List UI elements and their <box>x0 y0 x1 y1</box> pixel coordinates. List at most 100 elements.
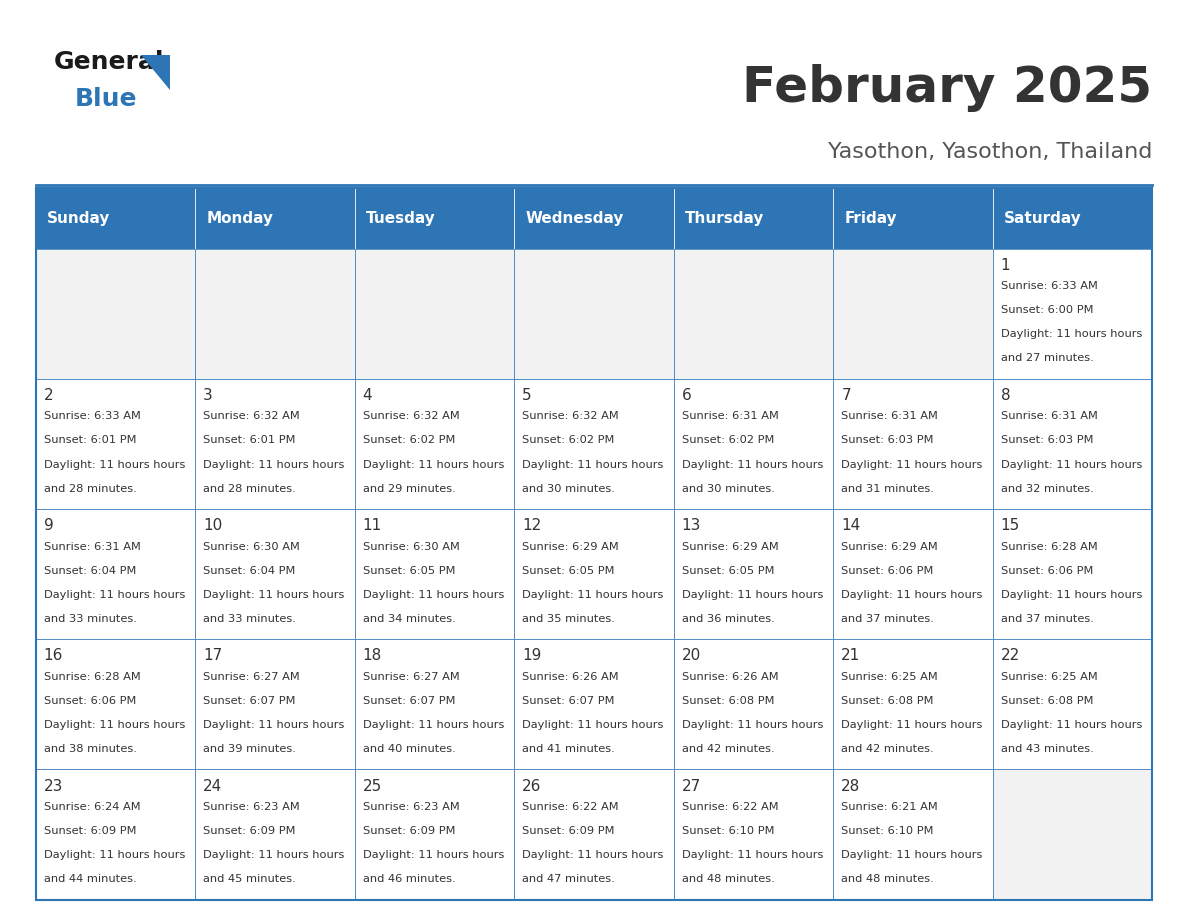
Text: Sunset: 6:07 PM: Sunset: 6:07 PM <box>203 696 296 706</box>
Text: and 36 minutes.: and 36 minutes. <box>682 614 775 624</box>
Text: Daylight: 11 hours hours: Daylight: 11 hours hours <box>682 720 823 730</box>
Bar <box>195 379 355 509</box>
Text: and 37 minutes.: and 37 minutes. <box>841 614 934 624</box>
Text: Sunrise: 6:24 AM: Sunrise: 6:24 AM <box>44 802 140 812</box>
Text: Sunset: 6:01 PM: Sunset: 6:01 PM <box>44 435 137 445</box>
Text: and 42 minutes.: and 42 minutes. <box>682 744 775 754</box>
Bar <box>514 379 674 509</box>
Text: Daylight: 11 hours hours: Daylight: 11 hours hours <box>523 720 664 730</box>
Text: Sunset: 6:05 PM: Sunset: 6:05 PM <box>682 565 775 576</box>
Text: Daylight: 11 hours hours: Daylight: 11 hours hours <box>841 720 982 730</box>
Bar <box>355 769 514 900</box>
Text: and 35 minutes.: and 35 minutes. <box>523 614 615 624</box>
Text: Sunrise: 6:32 AM: Sunrise: 6:32 AM <box>203 411 299 421</box>
Bar <box>993 639 1152 769</box>
Text: Daylight: 11 hours hours: Daylight: 11 hours hours <box>203 589 345 599</box>
Text: Sunrise: 6:29 AM: Sunrise: 6:29 AM <box>682 542 778 552</box>
Bar <box>514 509 674 639</box>
Text: 6: 6 <box>682 388 691 403</box>
Bar <box>993 769 1152 900</box>
Text: Daylight: 11 hours hours: Daylight: 11 hours hours <box>1000 330 1142 340</box>
Text: Sunset: 6:09 PM: Sunset: 6:09 PM <box>523 826 614 836</box>
Text: and 33 minutes.: and 33 minutes. <box>44 614 137 624</box>
Bar <box>36 379 195 509</box>
Text: 24: 24 <box>203 778 222 793</box>
Text: and 32 minutes.: and 32 minutes. <box>1000 484 1094 494</box>
Text: Sunset: 6:06 PM: Sunset: 6:06 PM <box>1000 565 1093 576</box>
Text: and 34 minutes.: and 34 minutes. <box>362 614 455 624</box>
Text: 7: 7 <box>841 388 851 403</box>
Text: and 37 minutes.: and 37 minutes. <box>1000 614 1094 624</box>
Bar <box>674 188 833 249</box>
Bar <box>833 188 993 249</box>
Text: Sunset: 6:05 PM: Sunset: 6:05 PM <box>523 565 614 576</box>
Text: Sunrise: 6:26 AM: Sunrise: 6:26 AM <box>682 672 778 682</box>
Bar <box>355 379 514 509</box>
Text: Daylight: 11 hours hours: Daylight: 11 hours hours <box>523 460 664 470</box>
Text: Daylight: 11 hours hours: Daylight: 11 hours hours <box>362 850 504 860</box>
Text: Sunrise: 6:28 AM: Sunrise: 6:28 AM <box>1000 542 1098 552</box>
Text: 15: 15 <box>1000 518 1020 533</box>
Text: Friday: Friday <box>845 211 897 226</box>
Text: Sunrise: 6:27 AM: Sunrise: 6:27 AM <box>203 672 299 682</box>
Text: Sunrise: 6:31 AM: Sunrise: 6:31 AM <box>44 542 140 552</box>
Text: Blue: Blue <box>75 87 138 111</box>
Text: 22: 22 <box>1000 648 1020 664</box>
Bar <box>195 249 355 379</box>
Text: Daylight: 11 hours hours: Daylight: 11 hours hours <box>44 460 185 470</box>
Text: Sunset: 6:03 PM: Sunset: 6:03 PM <box>841 435 934 445</box>
Text: Sunset: 6:10 PM: Sunset: 6:10 PM <box>841 826 934 836</box>
Text: 21: 21 <box>841 648 860 664</box>
Text: Sunset: 6:09 PM: Sunset: 6:09 PM <box>203 826 296 836</box>
Text: Daylight: 11 hours hours: Daylight: 11 hours hours <box>203 850 345 860</box>
Text: Sunrise: 6:33 AM: Sunrise: 6:33 AM <box>44 411 140 421</box>
Bar <box>36 249 195 379</box>
Text: 27: 27 <box>682 778 701 793</box>
Text: 13: 13 <box>682 518 701 533</box>
Text: and 28 minutes.: and 28 minutes. <box>203 484 296 494</box>
Text: 25: 25 <box>362 778 381 793</box>
Bar <box>355 639 514 769</box>
Text: Sunset: 6:02 PM: Sunset: 6:02 PM <box>523 435 614 445</box>
Text: Sunset: 6:05 PM: Sunset: 6:05 PM <box>362 565 455 576</box>
Bar <box>674 639 833 769</box>
Text: 2: 2 <box>44 388 53 403</box>
Text: Daylight: 11 hours hours: Daylight: 11 hours hours <box>523 589 664 599</box>
Bar <box>833 639 993 769</box>
Text: Sunset: 6:08 PM: Sunset: 6:08 PM <box>1000 696 1093 706</box>
Text: Sunset: 6:10 PM: Sunset: 6:10 PM <box>682 826 775 836</box>
Text: 4: 4 <box>362 388 372 403</box>
Text: Sunset: 6:02 PM: Sunset: 6:02 PM <box>362 435 455 445</box>
Text: Daylight: 11 hours hours: Daylight: 11 hours hours <box>44 850 185 860</box>
Bar <box>514 639 674 769</box>
Text: 11: 11 <box>362 518 381 533</box>
Text: Sunrise: 6:29 AM: Sunrise: 6:29 AM <box>523 542 619 552</box>
Text: Sunset: 6:07 PM: Sunset: 6:07 PM <box>523 696 614 706</box>
Text: Sunrise: 6:32 AM: Sunrise: 6:32 AM <box>362 411 460 421</box>
Text: Daylight: 11 hours hours: Daylight: 11 hours hours <box>1000 460 1142 470</box>
Bar <box>993 509 1152 639</box>
Bar <box>514 188 674 249</box>
Bar <box>674 249 833 379</box>
Text: Sunset: 6:08 PM: Sunset: 6:08 PM <box>682 696 775 706</box>
Bar <box>833 379 993 509</box>
Text: and 30 minutes.: and 30 minutes. <box>682 484 775 494</box>
Text: and 43 minutes.: and 43 minutes. <box>1000 744 1094 754</box>
Text: Daylight: 11 hours hours: Daylight: 11 hours hours <box>682 460 823 470</box>
Text: Daylight: 11 hours hours: Daylight: 11 hours hours <box>44 589 185 599</box>
Text: and 27 minutes.: and 27 minutes. <box>1000 353 1094 364</box>
Text: 20: 20 <box>682 648 701 664</box>
Text: Daylight: 11 hours hours: Daylight: 11 hours hours <box>841 589 982 599</box>
Text: Sunrise: 6:31 AM: Sunrise: 6:31 AM <box>1000 411 1098 421</box>
Text: Daylight: 11 hours hours: Daylight: 11 hours hours <box>362 460 504 470</box>
Text: Sunset: 6:08 PM: Sunset: 6:08 PM <box>841 696 934 706</box>
Bar <box>355 249 514 379</box>
Text: and 28 minutes.: and 28 minutes. <box>44 484 137 494</box>
Text: 10: 10 <box>203 518 222 533</box>
Text: 18: 18 <box>362 648 381 664</box>
Text: Sunrise: 6:22 AM: Sunrise: 6:22 AM <box>523 802 619 812</box>
Text: 8: 8 <box>1000 388 1011 403</box>
Bar <box>355 188 514 249</box>
Text: and 46 minutes.: and 46 minutes. <box>362 874 455 884</box>
Text: and 29 minutes.: and 29 minutes. <box>362 484 455 494</box>
